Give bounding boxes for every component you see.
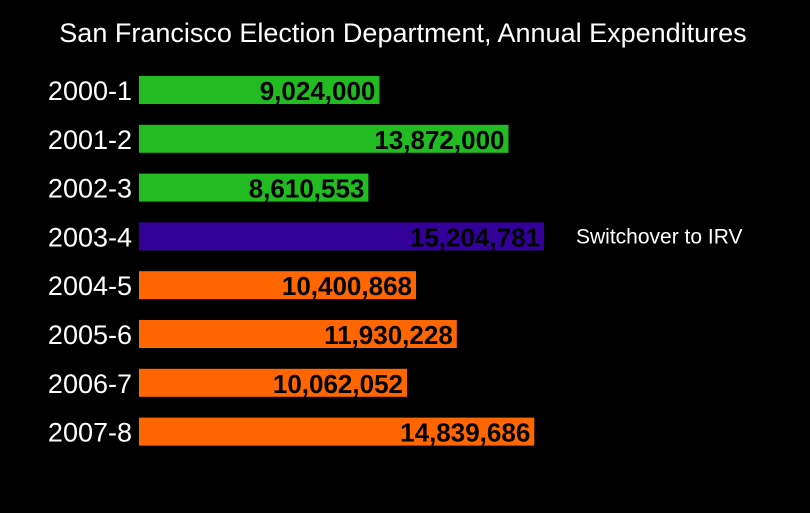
category-ticks-group: 2000-1 2001-2 2002-3 2003-4 2004-5 2005-6 2006…: [48, 76, 132, 448]
chart-title: San Francisco Election Department, Annua…: [59, 18, 746, 48]
bar-2007-8: [139, 417, 535, 446]
data-label-2003-4: 15,204,781: [410, 222, 540, 252]
data-label-2004-5: 10,400,868: [282, 271, 412, 301]
bar-2000-1: [139, 76, 380, 104]
bar-2004-5: [139, 271, 416, 300]
bar-2001-2: [139, 124, 509, 153]
bar-2003-4: [139, 222, 544, 251]
tick-label-2005-6: 2005-6: [48, 320, 132, 350]
bars-group: [139, 76, 544, 446]
data-label-2001-2: 13,872,000: [374, 125, 504, 155]
tick-label-2004-5: 2004-5: [48, 271, 132, 301]
annotation-2003-4: Switchover to IRV: [576, 225, 743, 248]
data-label-2007-8: 14,839,686: [400, 418, 530, 448]
bar-2006-7: [139, 368, 407, 397]
bar-2005-6: [139, 320, 457, 348]
tick-label-2000-1: 2000-1: [48, 76, 132, 106]
tick-label-2006-7: 2006-7: [48, 369, 132, 399]
data-label-2002-3: 8,610,553: [249, 174, 365, 204]
bar-2002-3: [139, 173, 369, 202]
data-label-2006-7: 10,062,052: [273, 369, 403, 399]
data-label-2005-6: 11,930,228: [324, 320, 453, 350]
data-label-2000-1: 9,024,000: [260, 76, 376, 106]
tick-label-2002-3: 2002-3: [48, 174, 132, 204]
tick-label-2003-4: 2003-4: [48, 222, 132, 252]
tick-label-2007-8: 2007-8: [48, 418, 132, 448]
tick-label-2001-2: 2001-2: [48, 125, 132, 155]
annotations-group: Switchover to IRV: [576, 225, 743, 248]
data-labels-group: 9,024,000 13,872,000 8,610,553 15,204,781 10…: [249, 76, 540, 448]
